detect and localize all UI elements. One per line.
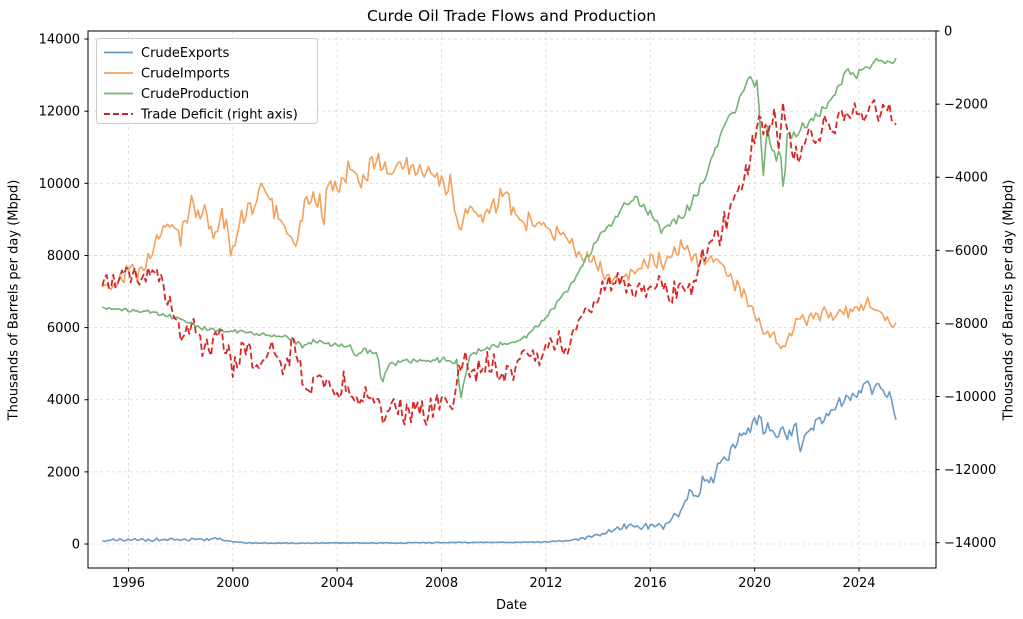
y-right-tick-label: −6000: [944, 244, 988, 259]
y-left-tick-label: 0: [72, 538, 80, 553]
legend-label: Trade Deficit (right axis): [140, 108, 298, 123]
y-right-tick-label: −14000: [944, 536, 996, 551]
series-line-trade-deficit-right-axis-: [101, 99, 897, 426]
x-tick-label: 2008: [425, 576, 458, 591]
legend-entry: CrudeExports: [104, 46, 229, 61]
y-left-tick-label: 2000: [47, 465, 80, 480]
tick-marks: [84, 30, 940, 572]
plot-spines: [87, 30, 937, 569]
x-tick-label: 2016: [634, 576, 667, 591]
y-left-tick-label: 14000: [39, 33, 80, 48]
legend-entry: CrudeProduction: [104, 87, 249, 102]
series-line-crudeexports: [102, 380, 897, 545]
y-right-tick-label: 0: [944, 25, 952, 40]
y-left-tick-label: 4000: [47, 393, 80, 408]
y-right-tick-label: −12000: [944, 463, 996, 478]
chart-title: Curde Oil Trade Flows and Production: [366, 7, 657, 25]
y-right-tick-label: −8000: [944, 317, 988, 332]
y-right-tick-label: −10000: [944, 390, 996, 405]
legend-label: CrudeProduction: [141, 87, 249, 102]
y-left-tick-label: 6000: [47, 321, 80, 336]
legend-entry: CrudeImports: [104, 67, 230, 82]
y-left-tick-label: 10000: [39, 177, 80, 192]
legend-frame: [96, 38, 318, 124]
x-tick-label: 2000: [216, 576, 249, 591]
y-left-tick-label: 12000: [39, 105, 80, 120]
x-tick-label: 1996: [112, 576, 145, 591]
legend-entry: Trade Deficit (right axis): [104, 108, 298, 123]
legend: CrudeExports CrudeImports CrudeProduction T…: [96, 38, 318, 124]
series-group: [101, 57, 897, 545]
x-tick-label: 2020: [738, 576, 771, 591]
y-right-tick-label: −4000: [944, 171, 988, 186]
series-line-crudeimports: [101, 152, 897, 350]
x-tick-label: 2024: [842, 576, 875, 591]
tick-labels: 1996 2000 2004 2008 2012 2016 2020 2024 0 2000 400…: [39, 25, 997, 592]
legend-label: CrudeImports: [141, 67, 230, 82]
legend-label: CrudeExports: [141, 46, 229, 61]
x-axis-label: Date: [495, 598, 528, 613]
series-line-crudeproduction: [102, 57, 897, 399]
y-left-tick-label: 8000: [47, 249, 80, 264]
y-right-tick-label: −2000: [944, 98, 988, 113]
x-tick-label: 2012: [529, 576, 562, 591]
x-tick-label: 2004: [321, 576, 354, 591]
